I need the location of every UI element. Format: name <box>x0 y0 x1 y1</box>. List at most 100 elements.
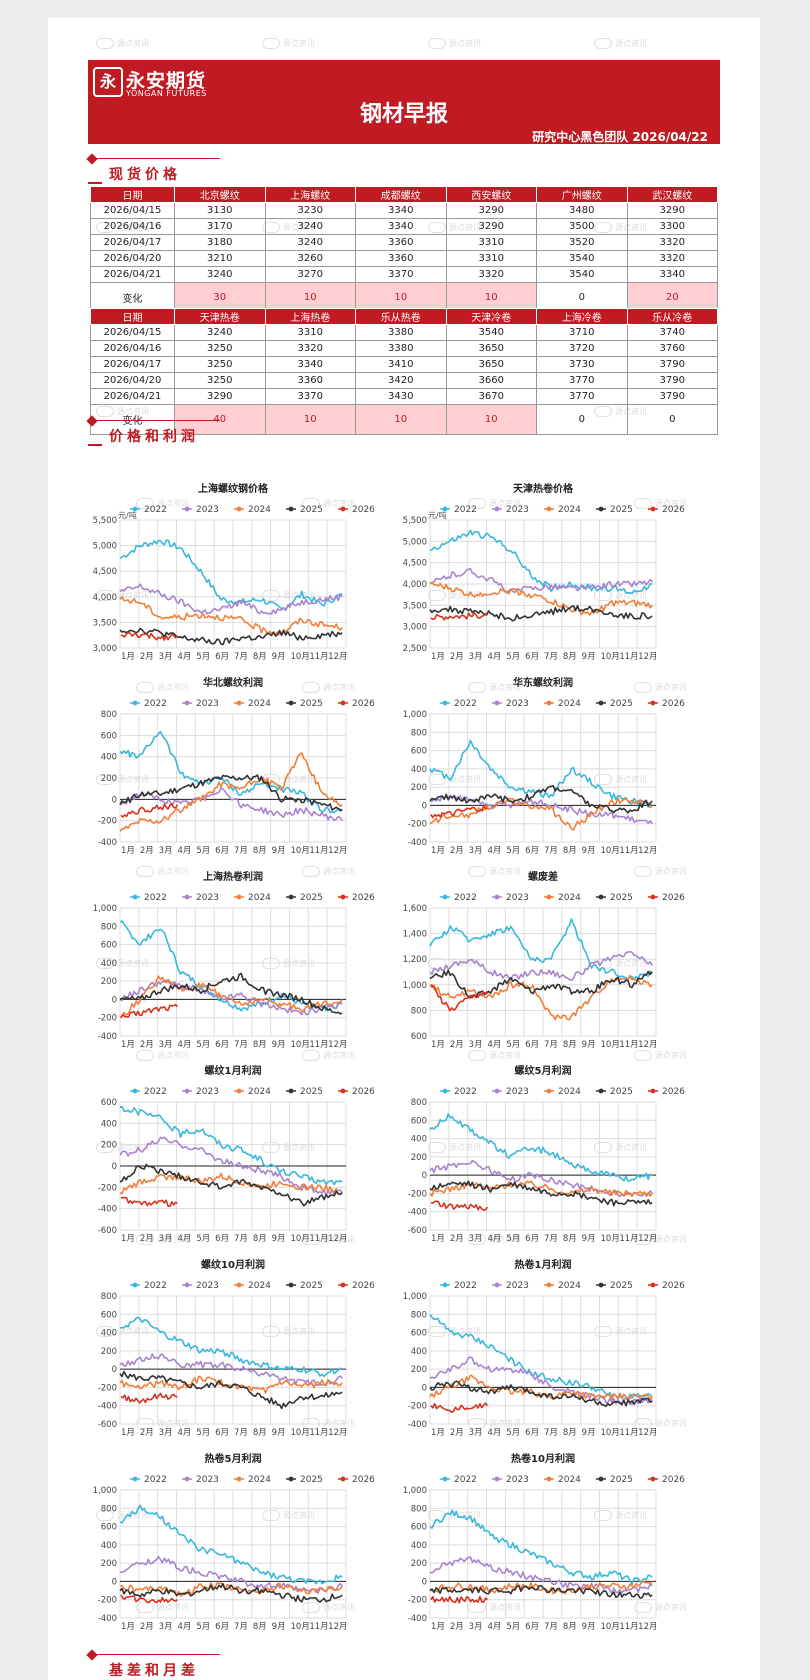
x-tick-label: 5月 <box>196 1234 210 1244</box>
y-tick-label: 400 <box>411 1347 427 1357</box>
x-tick-label: 10月 <box>291 846 310 856</box>
legend-label: 2025 <box>610 1087 633 1097</box>
table-row: 2026/04/17 3250 3340 3410 3650 3730 3790 <box>90 356 718 373</box>
x-tick-label: 2月 <box>140 652 154 662</box>
table-cell: 3360 <box>355 250 447 267</box>
y-tick-label: 800 <box>101 1292 117 1302</box>
y-tick-label: 1,000 <box>93 904 117 914</box>
watermark: 源点资讯 <box>262 38 315 49</box>
series-line-2025 <box>429 1180 653 1207</box>
y-tick-label: 600 <box>411 747 427 757</box>
table-row: 2026/04/15 3240 3310 3380 3540 3710 3740 <box>90 324 718 341</box>
x-tick-label: 2月 <box>450 1428 464 1438</box>
table-cell: 2026/04/16 <box>90 340 175 357</box>
x-tick-label: 12月 <box>638 652 657 662</box>
legend-label: 2024 <box>558 1475 581 1485</box>
y-tick-label: 400 <box>101 1541 117 1551</box>
legend-label: 2025 <box>300 699 323 709</box>
watermark: 源点资讯 <box>428 774 481 785</box>
legend-label: 2022 <box>454 1475 477 1485</box>
y-tick-label: 200 <box>411 1153 427 1163</box>
y-tick-label: 1,600 <box>403 904 427 914</box>
x-tick-label: 6月 <box>215 846 229 856</box>
x-tick-label: 10月 <box>601 652 620 662</box>
x-tick-label: 8月 <box>253 1040 267 1050</box>
x-tick-label: 2月 <box>450 652 464 662</box>
x-tick-label: 8月 <box>563 1622 577 1632</box>
legend-label: 2024 <box>248 1475 271 1485</box>
x-tick-label: 11月 <box>619 1234 638 1244</box>
watermark: 源点资讯 <box>96 590 149 601</box>
x-tick-label: 4月 <box>178 1234 192 1244</box>
chart-title: 天津热卷价格 <box>513 482 574 495</box>
change-cell: 10 <box>355 282 447 313</box>
table-cell: 3360 <box>355 234 447 251</box>
y-tick-label: 200 <box>101 1559 117 1569</box>
column-header: 成都螺纹 <box>355 186 447 203</box>
x-tick-label: 10月 <box>291 1234 310 1244</box>
watermark: 源点资讯 <box>428 1326 481 1337</box>
series-line-2026 <box>430 804 488 819</box>
legend-label: 2025 <box>300 505 323 515</box>
table-cell: 3340 <box>355 202 447 219</box>
x-tick-label: 5月 <box>506 652 520 662</box>
x-tick-label: 1月 <box>121 846 135 856</box>
x-tick-label: 9月 <box>582 1622 596 1632</box>
chart-title: 螺废差 <box>528 870 558 883</box>
legend-item: 2023 <box>492 699 529 709</box>
y-tick-label: 4,000 <box>403 580 427 590</box>
x-tick-label: 2月 <box>140 1622 154 1632</box>
x-tick-label: 9月 <box>582 1040 596 1050</box>
legend-label: 2024 <box>248 699 271 709</box>
line-chart: 热卷1月利润 2022 2023 2024 2025 2026 -400 -200 0 200 40… <box>400 1256 700 1442</box>
legend-item: 2023 <box>492 1087 529 1097</box>
series-line-2024 <box>429 581 653 616</box>
x-tick-label: 9月 <box>582 652 596 662</box>
x-tick-label: 8月 <box>563 1234 577 1244</box>
watermark: 源点资讯 <box>136 1602 189 1613</box>
x-tick-label: 7月 <box>234 1234 248 1244</box>
y-tick-label: 400 <box>101 1329 117 1339</box>
x-tick-label: 1月 <box>431 846 445 856</box>
legend-item: 2024 <box>234 1087 271 1097</box>
y-tick-label: 0 <box>422 1577 427 1587</box>
legend-item: 2022 <box>130 505 167 515</box>
legend-item: 2023 <box>492 1281 529 1291</box>
x-tick-label: 5月 <box>506 846 520 856</box>
x-tick-label: 3月 <box>159 1040 173 1050</box>
x-tick-label: 3月 <box>469 1622 483 1632</box>
x-tick-label: 3月 <box>469 1428 483 1438</box>
y-tick-label: 800 <box>101 922 117 932</box>
series-line-2026 <box>120 1196 178 1208</box>
series-line-2023 <box>429 1556 653 1595</box>
watermark: 源点资讯 <box>634 1602 687 1613</box>
table-cell: 3250 <box>174 340 266 357</box>
y-tick-label: 400 <box>411 1135 427 1145</box>
legend-item: 2023 <box>492 505 529 515</box>
table-cell: 3410 <box>355 356 447 373</box>
column-header: 天津热卷 <box>174 308 266 325</box>
x-tick-label: 7月 <box>544 1428 558 1438</box>
watermark: 源点资讯 <box>302 1234 355 1245</box>
table-cell: 3540 <box>536 266 628 283</box>
x-tick-label: 8月 <box>563 652 577 662</box>
y-tick-label: -600 <box>98 1226 117 1236</box>
x-tick-label: 12月 <box>638 1428 657 1438</box>
legend-item: 2024 <box>544 1281 581 1291</box>
watermark: 源点资讯 <box>468 1050 521 1061</box>
legend-label: 2025 <box>300 1475 323 1485</box>
change-cell: 0 <box>536 404 628 435</box>
x-tick-label: 2月 <box>450 846 464 856</box>
series-line-2025 <box>119 774 343 812</box>
column-header: 日期 <box>90 308 175 325</box>
x-tick-label: 12月 <box>328 652 347 662</box>
series-line-2026 <box>430 1402 489 1413</box>
series-line-2022 <box>119 1504 343 1585</box>
legend-item: 2024 <box>234 505 271 515</box>
legend-item: 2022 <box>130 1281 167 1291</box>
legend-label: 2023 <box>506 505 529 515</box>
legend-item: 2025 <box>286 1281 323 1291</box>
watermark: 源点资讯 <box>634 498 687 509</box>
legend-label: 2022 <box>454 1281 477 1291</box>
y-tick-label: -200 <box>98 1014 117 1024</box>
